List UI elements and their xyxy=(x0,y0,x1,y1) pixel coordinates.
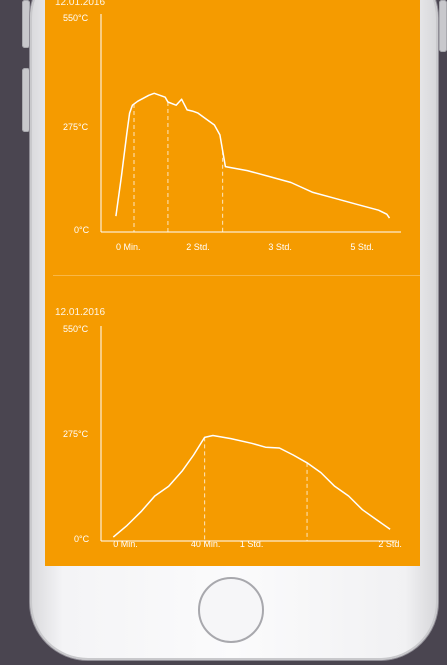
chart-1-y-tick-max: 550°C xyxy=(63,13,89,23)
temperature-chart-1: 12.01.2016 550°C 275°C 0°C 0 Min. 2 Std. 3… xyxy=(45,0,420,275)
chart-2-svg: 12.01.2016 550°C 275°C 0°C 0 Min. 40 Min.… xyxy=(55,307,402,549)
chart-1-date: 12.01.2016 xyxy=(55,0,105,8)
chart-2-y-tick-mid: 275°C xyxy=(63,429,89,439)
chart-1-y-tick-min: 0°C xyxy=(74,225,90,235)
home-button[interactable] xyxy=(198,577,264,643)
volume-up-button[interactable] xyxy=(22,0,30,48)
chart-1-x-tick-label: 5 Std. xyxy=(350,242,374,252)
chart-1-x-tick-label: 0 Min. xyxy=(116,242,141,252)
temperature-chart-2: 12.01.2016 550°C 275°C 0°C 0 Min. 40 Min.… xyxy=(45,290,420,566)
chart-1-x-tick-label: 3 Std. xyxy=(268,242,292,252)
chart-2-x-tick-label: 2 Std. xyxy=(378,539,402,549)
screen: 12.01.2016 550°C 275°C 0°C 0 Min. 2 Std. 3… xyxy=(45,0,420,566)
chart-2-y-tick-max: 550°C xyxy=(63,324,89,334)
chart-2-y-tick-min: 0°C xyxy=(74,534,90,544)
chart-2-x-tick-label: 1 Std. xyxy=(240,539,264,549)
volume-down-button[interactable] xyxy=(22,68,30,132)
chart-1-series-line xyxy=(115,92,391,219)
chart-2-x-tick-label: 40 Min. xyxy=(191,539,221,549)
chart-2-series-line xyxy=(112,434,391,538)
power-button[interactable] xyxy=(439,0,447,52)
chart-divider xyxy=(53,275,420,276)
chart-2-date: 12.01.2016 xyxy=(55,307,105,318)
chart-1-y-tick-mid: 275°C xyxy=(63,122,89,132)
chart-1-svg: 12.01.2016 550°C 275°C 0°C 0 Min. 2 Std. 3… xyxy=(55,0,401,252)
chart-2-x-tick-label: 0 Min. xyxy=(113,539,138,549)
chart-1-x-tick-label: 2 Std. xyxy=(186,242,210,252)
